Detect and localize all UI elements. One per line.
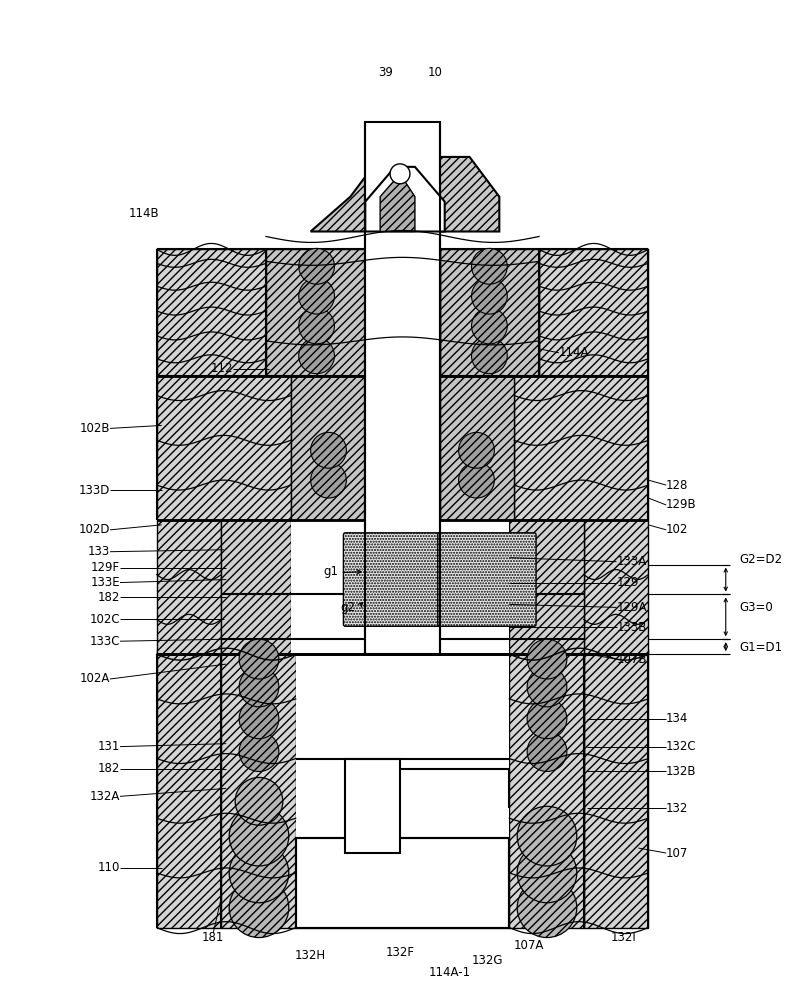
Circle shape (239, 667, 279, 707)
Circle shape (390, 164, 410, 184)
Bar (157, 249, 266, 376)
Polygon shape (380, 174, 415, 232)
Text: 132: 132 (667, 802, 688, 815)
Bar (266, 249, 365, 376)
Text: 132C: 132C (667, 740, 697, 753)
Circle shape (459, 462, 494, 498)
Circle shape (517, 843, 577, 903)
Bar (295, 838, 510, 928)
Text: 107A: 107A (514, 939, 544, 952)
Bar (291, 376, 365, 520)
Text: 39: 39 (378, 66, 393, 79)
Bar (510, 520, 584, 654)
Text: 107: 107 (667, 847, 688, 860)
Text: G2=D2: G2=D2 (740, 553, 782, 566)
Text: 134: 134 (667, 712, 688, 725)
Circle shape (472, 248, 507, 284)
Circle shape (299, 308, 334, 344)
Text: 110: 110 (97, 861, 120, 874)
Circle shape (299, 248, 334, 284)
Bar (584, 649, 648, 928)
Text: 133B: 133B (617, 621, 647, 634)
Text: 132A: 132A (89, 790, 120, 803)
Text: 10: 10 (427, 66, 442, 79)
Text: 132G: 132G (472, 954, 503, 967)
Bar (221, 649, 295, 928)
Bar (291, 520, 510, 654)
Circle shape (527, 667, 567, 707)
Bar (365, 122, 440, 654)
Text: 132I: 132I (610, 931, 636, 944)
Text: 129F: 129F (91, 561, 120, 574)
Text: 102D: 102D (79, 523, 110, 536)
Circle shape (239, 732, 279, 771)
Circle shape (229, 843, 289, 903)
Bar (157, 376, 291, 520)
Circle shape (229, 806, 289, 866)
Text: 133: 133 (88, 545, 110, 558)
FancyBboxPatch shape (344, 533, 442, 626)
Text: 107B: 107B (617, 653, 647, 666)
Text: 129: 129 (617, 576, 639, 589)
Text: 133A: 133A (617, 555, 646, 568)
Bar (221, 520, 291, 654)
Circle shape (299, 338, 334, 374)
Polygon shape (365, 167, 444, 232)
Circle shape (472, 338, 507, 374)
Text: G3=0: G3=0 (740, 601, 774, 614)
Bar (510, 649, 584, 928)
Circle shape (517, 806, 577, 866)
Circle shape (229, 878, 289, 938)
Bar (539, 249, 648, 376)
Text: g2: g2 (341, 601, 355, 614)
Bar (157, 649, 221, 928)
Text: 181: 181 (202, 931, 225, 944)
Circle shape (527, 699, 567, 739)
Circle shape (239, 639, 279, 679)
Text: 102: 102 (667, 523, 688, 536)
Text: 133C: 133C (89, 635, 120, 648)
Bar (157, 520, 221, 654)
Circle shape (235, 777, 283, 825)
Text: 133E: 133E (90, 576, 120, 589)
Text: g1: g1 (324, 565, 338, 578)
Text: 102B: 102B (80, 422, 110, 435)
Text: 128: 128 (667, 479, 688, 492)
Circle shape (311, 462, 346, 498)
Circle shape (239, 699, 279, 739)
Text: 114A: 114A (559, 346, 589, 359)
Text: 114B: 114B (129, 207, 159, 220)
Text: 132B: 132B (667, 765, 696, 778)
Text: 129B: 129B (667, 498, 697, 511)
Text: G1=D1: G1=D1 (740, 641, 782, 654)
Text: 129A: 129A (617, 601, 647, 614)
Text: 102C: 102C (89, 613, 120, 626)
Text: 114A-1: 114A-1 (428, 966, 471, 979)
Bar (514, 376, 648, 520)
Text: 132H: 132H (295, 949, 326, 962)
Circle shape (299, 278, 334, 314)
Text: 131: 131 (97, 740, 120, 753)
Text: 133D: 133D (79, 484, 110, 497)
Circle shape (472, 308, 507, 344)
Bar (440, 376, 514, 520)
Bar (584, 520, 648, 654)
FancyBboxPatch shape (438, 533, 536, 626)
Text: 102A: 102A (80, 672, 110, 686)
Text: 112: 112 (211, 362, 233, 375)
Bar (345, 759, 400, 853)
Circle shape (311, 432, 346, 468)
Bar (295, 649, 510, 928)
Text: 182: 182 (97, 591, 120, 604)
Polygon shape (311, 157, 499, 232)
Circle shape (527, 639, 567, 679)
Circle shape (527, 732, 567, 771)
Text: 182: 182 (97, 762, 120, 775)
Bar (440, 249, 539, 376)
Circle shape (517, 878, 577, 938)
Circle shape (472, 278, 507, 314)
Circle shape (459, 432, 494, 468)
Text: 132F: 132F (386, 946, 415, 959)
